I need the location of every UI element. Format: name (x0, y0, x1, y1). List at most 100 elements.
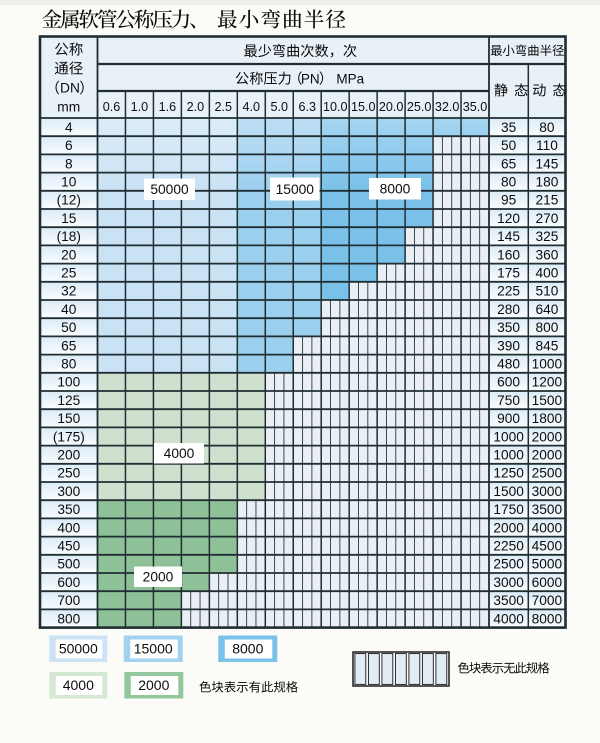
svg-text:2000: 2000 (493, 520, 524, 535)
svg-text:4000: 4000 (493, 611, 524, 626)
svg-text:640: 640 (535, 302, 558, 317)
svg-text:3000: 3000 (532, 484, 563, 499)
svg-text:900: 900 (497, 411, 520, 426)
svg-text:DN: DN (60, 80, 80, 95)
svg-text:PN: PN (301, 71, 320, 86)
svg-text:300: 300 (57, 484, 80, 499)
svg-text:1500: 1500 (532, 393, 563, 408)
svg-text:(12): (12) (57, 193, 81, 208)
svg-text:800: 800 (57, 611, 80, 626)
svg-text:145: 145 (497, 229, 520, 244)
svg-text:6.3: 6.3 (298, 100, 316, 114)
svg-text:(18): (18) (57, 229, 81, 244)
svg-text:50: 50 (61, 320, 77, 335)
svg-text:325: 325 (535, 229, 558, 244)
svg-text:MPa: MPa (336, 71, 364, 86)
svg-text:3500: 3500 (493, 593, 524, 608)
svg-text:mm: mm (57, 100, 80, 115)
svg-text:8: 8 (65, 156, 73, 171)
svg-text:4.0: 4.0 (243, 100, 261, 114)
svg-text:175: 175 (497, 266, 520, 281)
svg-text:35.0: 35.0 (463, 100, 488, 114)
svg-text:450: 450 (57, 539, 80, 554)
svg-text:150: 150 (57, 411, 80, 426)
svg-text:6000: 6000 (532, 575, 563, 590)
svg-text:4000: 4000 (532, 520, 563, 535)
svg-text:35: 35 (501, 120, 517, 135)
svg-text:4: 4 (65, 120, 73, 135)
svg-text:280: 280 (497, 302, 520, 317)
svg-text:2000: 2000 (143, 570, 174, 585)
svg-text:8000: 8000 (532, 611, 563, 626)
svg-text:845: 845 (535, 338, 558, 353)
svg-text:250: 250 (57, 466, 80, 481)
svg-text:1000: 1000 (493, 429, 524, 444)
svg-text:2500: 2500 (493, 557, 524, 572)
svg-text:1750: 1750 (493, 502, 524, 517)
svg-text:(175): (175) (53, 429, 85, 444)
svg-text:350: 350 (497, 320, 520, 335)
svg-text:15: 15 (61, 211, 77, 226)
svg-text:20: 20 (61, 247, 77, 262)
svg-text:0.6: 0.6 (103, 100, 121, 114)
svg-text:600: 600 (57, 575, 80, 590)
svg-text:120: 120 (497, 211, 520, 226)
svg-text:5000: 5000 (532, 557, 563, 572)
svg-text:500: 500 (57, 557, 80, 572)
svg-text:95: 95 (501, 193, 517, 208)
svg-text:4000: 4000 (164, 446, 195, 461)
svg-text:80: 80 (61, 357, 77, 372)
svg-text:2.0: 2.0 (187, 100, 205, 114)
svg-text:100: 100 (57, 375, 80, 390)
svg-text:2.5: 2.5 (215, 100, 233, 114)
svg-text:215: 215 (535, 193, 558, 208)
svg-text:800: 800 (535, 320, 558, 335)
svg-text:510: 510 (535, 284, 558, 299)
svg-text:390: 390 (497, 338, 520, 353)
svg-text:1000: 1000 (493, 448, 524, 463)
svg-text:700: 700 (57, 593, 80, 608)
svg-text:65: 65 (61, 338, 77, 353)
svg-text:125: 125 (57, 393, 80, 408)
svg-text:50000: 50000 (59, 641, 98, 657)
svg-text:8000: 8000 (380, 182, 411, 197)
svg-text:25.0: 25.0 (407, 100, 432, 114)
svg-text:80: 80 (539, 120, 555, 135)
svg-text:1250: 1250 (493, 466, 524, 481)
svg-text:2500: 2500 (532, 466, 563, 481)
svg-text:6: 6 (65, 138, 73, 153)
svg-text:1800: 1800 (532, 411, 563, 426)
svg-text:4000: 4000 (63, 677, 94, 693)
svg-text:80: 80 (501, 175, 517, 190)
svg-text:180: 180 (535, 175, 558, 190)
svg-text:15000: 15000 (134, 641, 173, 657)
svg-text:7000: 7000 (532, 593, 563, 608)
svg-text:2000: 2000 (532, 448, 563, 463)
svg-text:40: 40 (61, 302, 77, 317)
svg-text:4500: 4500 (532, 539, 563, 554)
svg-text:160: 160 (497, 247, 520, 262)
svg-text:1000: 1000 (532, 357, 563, 372)
svg-text:20.0: 20.0 (379, 100, 404, 114)
svg-text:360: 360 (535, 247, 558, 262)
svg-text:2000: 2000 (532, 429, 563, 444)
svg-text:3000: 3000 (493, 575, 524, 590)
svg-text:8000: 8000 (232, 641, 263, 657)
svg-text:400: 400 (57, 520, 80, 535)
svg-text:32: 32 (61, 284, 76, 299)
svg-text:400: 400 (535, 266, 558, 281)
svg-text:25: 25 (61, 266, 77, 281)
svg-text:50000: 50000 (150, 182, 189, 197)
svg-text:32.0: 32.0 (435, 100, 460, 114)
svg-text:145: 145 (535, 156, 558, 171)
svg-text:110: 110 (536, 138, 558, 153)
svg-text:480: 480 (497, 357, 520, 372)
svg-text:1500: 1500 (493, 484, 524, 499)
svg-text:1.6: 1.6 (159, 100, 177, 114)
svg-text:1.0: 1.0 (131, 100, 149, 114)
svg-text:15000: 15000 (276, 182, 315, 197)
svg-text:200: 200 (57, 448, 80, 463)
svg-text:600: 600 (497, 375, 520, 390)
svg-text:15.0: 15.0 (351, 100, 376, 114)
svg-text:225: 225 (497, 284, 520, 299)
